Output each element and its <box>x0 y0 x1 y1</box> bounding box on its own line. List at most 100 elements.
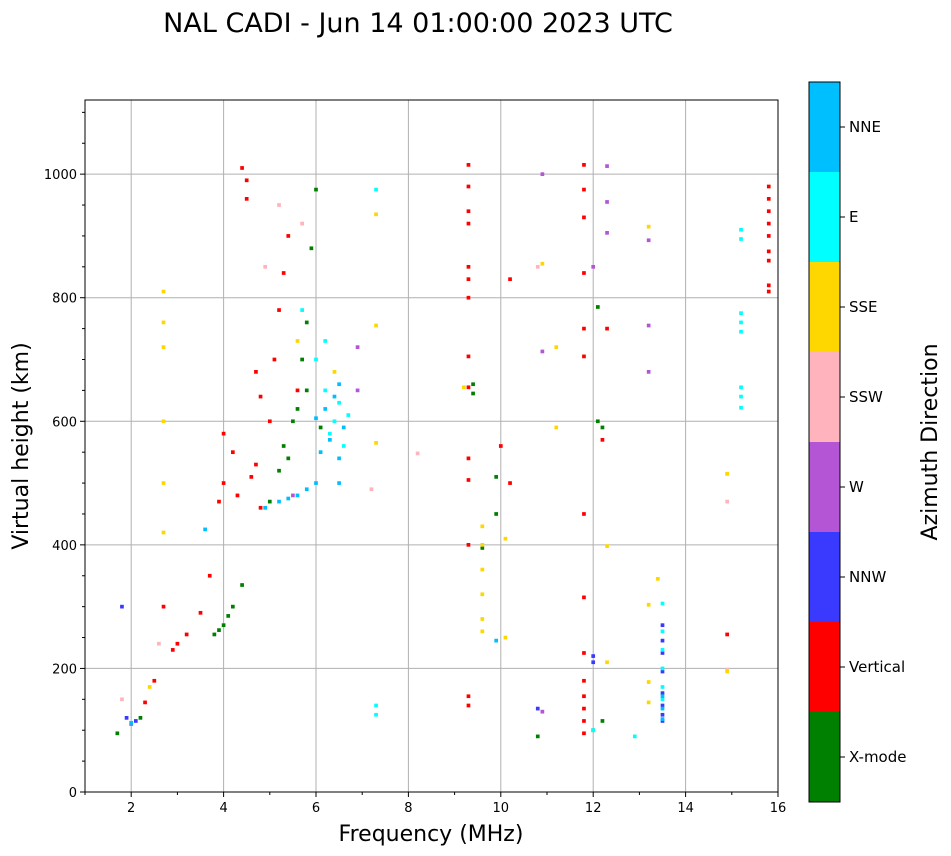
echo-cell-vertical <box>766 209 771 214</box>
echo-cell-sse <box>161 320 166 325</box>
echo-cell-sse <box>646 602 651 607</box>
echo-cell-vertical <box>766 234 771 238</box>
echo-cell-vertical <box>508 481 512 485</box>
echo-cell-x-mode <box>314 187 318 192</box>
echo-cell-vertical <box>466 184 471 189</box>
colorbar-tick-label: X-mode <box>849 748 906 766</box>
echo-cell-w <box>646 323 651 328</box>
echo-cell-sse <box>374 323 378 328</box>
echo-cell-nne <box>341 425 346 430</box>
echo-cell-x-mode <box>600 719 605 723</box>
echo-cell-nnw <box>660 638 665 643</box>
echo-cell-sse <box>480 629 485 634</box>
echo-cell-e <box>739 311 743 316</box>
colorbar-swatch <box>809 352 840 442</box>
echo-cell-e <box>632 734 637 739</box>
echo-cell-w <box>646 370 651 374</box>
echo-cell-vertical <box>466 385 471 390</box>
echo-cell-sse <box>161 530 166 535</box>
echo-cell-nnw <box>660 712 665 717</box>
colorbar: X-mode Vertical NNW W SSW SSE E NNE <box>808 81 906 803</box>
echo-cell-vertical <box>258 394 263 399</box>
echo-cell-vertical <box>235 493 240 498</box>
echo-cell-x-mode <box>300 357 304 362</box>
echo-cell-w <box>605 164 609 168</box>
plot-area: 2 4 6 8 10 12 14 16 0 200 400 600 800 1000 <box>44 99 787 816</box>
y-tick-label: 600 <box>52 415 77 430</box>
echo-cell-vertical <box>143 700 147 705</box>
echo-cell-vertical <box>582 215 586 220</box>
echo-cell-x-mode <box>471 382 475 387</box>
echo-cell-nnw <box>660 623 665 628</box>
echo-cell-x-mode <box>494 512 499 516</box>
echo-cell-vertical <box>582 694 586 699</box>
echo-cell-sse <box>725 471 730 476</box>
echo-cell-nnw <box>120 604 124 609</box>
y-tick-label: 200 <box>52 662 77 677</box>
echo-cell-sse <box>656 576 660 581</box>
echo-cell-e <box>660 666 665 671</box>
echo-cell-e <box>739 320 743 325</box>
x-tick-label: 2 <box>127 801 135 816</box>
echo-cell-e <box>323 388 328 393</box>
echo-cell-vertical <box>277 308 281 312</box>
echo-cell-vertical <box>582 271 586 275</box>
x-tick-label: 16 <box>770 801 787 816</box>
echo-cell-x-mode <box>291 419 295 424</box>
echo-cell-e <box>314 357 318 362</box>
colorbar-label: Azimuth Direction <box>918 343 943 540</box>
echo-cell-vertical <box>582 326 586 331</box>
echo-cell-nne <box>263 505 268 510</box>
echo-cell-vertical <box>254 462 258 467</box>
echo-cell-x-mode <box>304 320 309 325</box>
echo-cell-vertical <box>766 283 771 288</box>
echo-cell-x-mode <box>286 456 291 461</box>
echo-cell-sse <box>646 224 651 229</box>
echo-cell-sse <box>646 700 651 705</box>
echo-cell-x-mode <box>230 604 235 609</box>
echo-cell-x-mode <box>267 499 272 504</box>
colorbar-swatch <box>809 442 840 532</box>
echo-cell-vertical <box>766 197 771 201</box>
echo-cell-nne <box>277 499 281 504</box>
echo-cell-sse <box>147 685 152 689</box>
echo-cell-w <box>605 230 609 235</box>
echo-cell-w <box>355 388 360 393</box>
x-tick-label: 4 <box>219 801 227 816</box>
echo-cell-ssw <box>535 264 540 269</box>
echo-cell-e <box>739 405 743 410</box>
echo-cell-ssw <box>369 487 374 492</box>
echo-cell-nnw <box>133 719 138 723</box>
echo-cell-nne <box>494 638 499 643</box>
echo-cell-vertical <box>582 163 586 167</box>
echo-cell-sse <box>540 261 545 266</box>
echo-cell-nne <box>337 382 341 387</box>
echo-cell-e <box>739 394 743 399</box>
echo-cell-vertical <box>267 419 272 424</box>
colorbar-tick-label: Vertical <box>849 658 905 676</box>
echo-cell-vertical <box>254 370 258 374</box>
x-tick-label: 14 <box>677 801 694 816</box>
colorbar-swatch <box>809 532 840 622</box>
echo-cell-x-mode <box>595 419 600 424</box>
echo-cell-nne <box>337 456 341 461</box>
echo-cell-vertical <box>466 543 471 547</box>
echo-cell-vertical <box>198 610 203 615</box>
echo-cell-x-mode <box>217 628 221 632</box>
echo-cell-vertical <box>582 719 586 723</box>
echo-cell-vertical <box>466 277 471 282</box>
echo-cell-nne <box>318 450 323 455</box>
echo-cell-vertical <box>466 456 471 461</box>
echo-cell-x-mode <box>240 583 244 587</box>
echo-cell-w <box>605 200 609 204</box>
echo-cell-nnw <box>591 660 596 665</box>
echo-cell-e <box>739 237 743 241</box>
echo-cell-sse <box>161 345 166 349</box>
echo-cell-vertical <box>605 326 609 331</box>
echo-cell-x-mode <box>138 716 143 720</box>
echo-cell-sse <box>374 212 378 217</box>
echo-cell-vertical <box>295 388 300 393</box>
echo-cell-nne <box>295 493 300 498</box>
echo-cell-e <box>739 227 743 232</box>
echo-cell-vertical <box>240 166 244 170</box>
